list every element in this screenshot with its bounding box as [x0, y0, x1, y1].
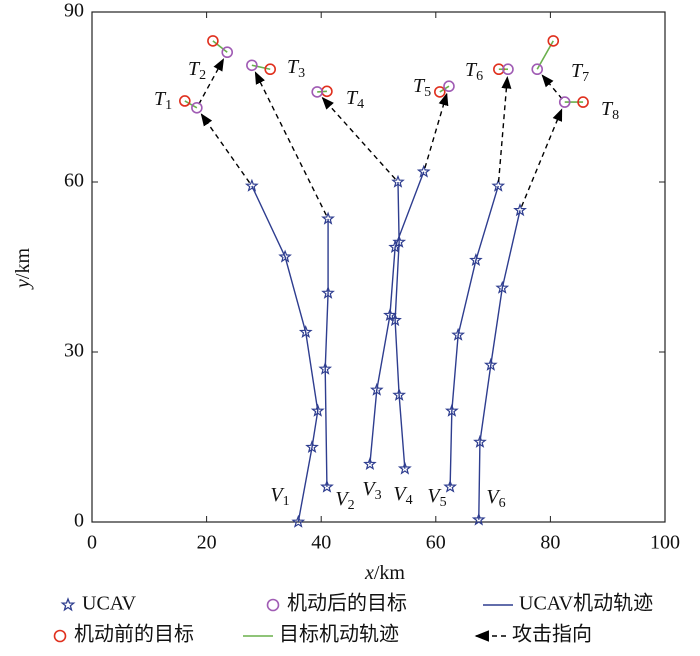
target-track — [212, 40, 228, 53]
ucav-star — [451, 327, 466, 341]
y-tick-label: 90 — [64, 0, 84, 22]
attack-arrow — [254, 71, 327, 216]
ucav-star — [443, 479, 458, 493]
attack-arrow — [321, 96, 396, 180]
ucav-label: V1 — [270, 484, 289, 510]
target-label: T1 — [154, 88, 172, 114]
legend-label: 目标机动轨迹 — [279, 623, 399, 646]
target-label: T6 — [465, 59, 483, 85]
ucav-star — [495, 280, 510, 294]
ucav-path — [449, 185, 499, 487]
target-label: T4 — [346, 87, 364, 113]
x-tick-label: 0 — [87, 532, 97, 554]
attack-arrow — [424, 92, 449, 169]
target-track — [184, 100, 198, 109]
target-before — [207, 35, 219, 47]
ucav-star — [444, 403, 459, 417]
legend-label: UCAV — [82, 593, 137, 615]
legend-label: UCAV机动轨迹 — [519, 592, 653, 615]
ucav-star — [392, 234, 407, 248]
ucav-star — [483, 357, 498, 371]
attack-arrow — [541, 74, 563, 100]
x-tick-label: 100 — [650, 532, 680, 554]
ucav-star — [392, 387, 407, 401]
ucav-star — [471, 512, 486, 526]
ucav-star — [310, 403, 325, 417]
target-after — [531, 63, 544, 76]
y-tick-label: 60 — [64, 170, 84, 192]
target-label: T7 — [571, 60, 589, 86]
target-before — [493, 63, 505, 76]
attack-arrow — [200, 113, 251, 184]
ucav-star — [298, 324, 313, 338]
target-after — [311, 86, 323, 98]
ucav-star — [469, 252, 483, 266]
target-after — [443, 80, 455, 93]
legend-label: 攻击指向 — [512, 623, 592, 646]
target-before — [179, 95, 191, 107]
ucav-path — [478, 210, 521, 520]
ucav-star — [278, 249, 292, 263]
target-after — [221, 46, 234, 59]
attack-arrow — [520, 108, 563, 207]
target-after — [246, 59, 258, 72]
y-axis-label: y/km — [12, 248, 34, 290]
ucav-star — [369, 382, 384, 396]
target-label: T2 — [188, 58, 206, 84]
ucav-star — [416, 164, 431, 178]
plot-frame — [91, 11, 666, 523]
ucav-path — [394, 181, 406, 469]
ucav-star — [291, 514, 306, 528]
ucav-star — [388, 313, 402, 327]
x-tick-label: 40 — [311, 532, 331, 554]
target-label: T5 — [413, 75, 431, 101]
target-before — [547, 35, 560, 47]
ucav-star — [305, 439, 319, 453]
ucav-path — [251, 185, 319, 523]
ucav-star — [473, 434, 487, 448]
ucav-label: V6 — [486, 486, 505, 512]
ucav-label: V2 — [335, 488, 354, 514]
y-tick-label: 30 — [64, 340, 84, 362]
legend-label: 机动后的目标 — [287, 592, 407, 615]
target-before — [264, 63, 277, 76]
target-before — [577, 96, 589, 108]
ucav-star — [320, 479, 334, 493]
target-before — [434, 86, 446, 98]
x-tick-label: 80 — [540, 532, 560, 554]
ucav-star — [363, 457, 377, 470]
target-after — [502, 63, 514, 76]
ucav-star — [244, 178, 259, 192]
ucav-label: V4 — [393, 483, 412, 509]
target-track — [251, 64, 271, 71]
y-tick-label: 0 — [74, 510, 84, 532]
target-after — [191, 101, 203, 114]
legend-circle — [53, 629, 67, 643]
legend-circle — [266, 598, 280, 612]
ucav-star — [321, 285, 335, 299]
legend-label: 机动前的目标 — [74, 623, 194, 646]
target-label: T3 — [287, 56, 305, 82]
ucav-star — [318, 361, 333, 375]
ucav-star — [391, 174, 405, 188]
ucav-star — [321, 211, 335, 225]
x-tick-label: 60 — [426, 532, 446, 554]
ucav-star — [491, 178, 506, 192]
legend-star — [60, 597, 76, 612]
target-after — [558, 96, 571, 108]
ucav-label: V5 — [427, 485, 446, 511]
ucav-path — [369, 171, 425, 465]
ucav-star — [513, 203, 527, 217]
ucav-star — [397, 461, 412, 475]
target-label: T8 — [601, 98, 619, 124]
ucav-path — [324, 218, 329, 487]
ucav-star — [383, 307, 397, 321]
x-tick-label: 20 — [197, 532, 217, 554]
attack-arrow — [497, 75, 512, 183]
ucav-label: V3 — [362, 478, 381, 504]
x-axis-label: x/km — [364, 562, 405, 584]
